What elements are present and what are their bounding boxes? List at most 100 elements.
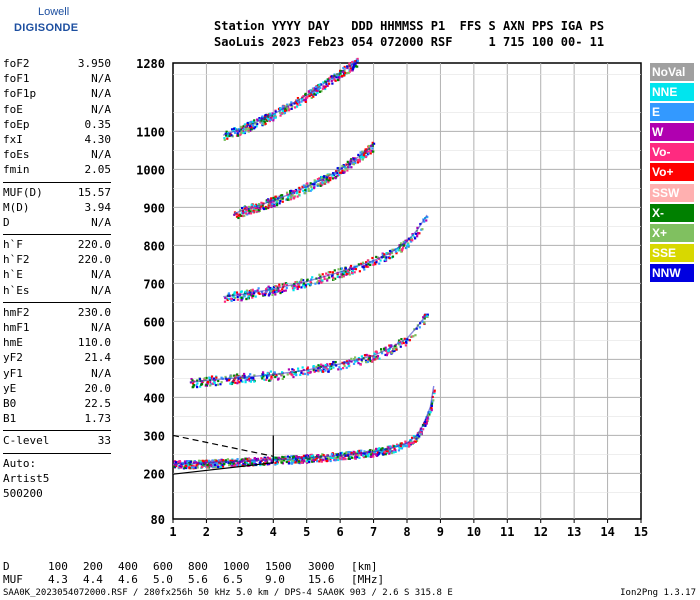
echo-point	[309, 89, 312, 92]
echo-point	[229, 297, 232, 300]
echo-point	[302, 95, 305, 98]
param-row-md: M(D) 3.94	[3, 200, 111, 215]
echo-point	[260, 375, 263, 378]
echo-point	[384, 353, 387, 357]
echo-point	[389, 351, 392, 354]
echo-point	[400, 442, 403, 445]
echo-point	[250, 289, 253, 292]
echo-point	[309, 189, 312, 192]
echo-point	[224, 134, 228, 137]
echo-point	[345, 366, 348, 369]
x-tick-label: 6	[337, 525, 344, 539]
echo-point	[275, 290, 278, 293]
echo-point	[256, 207, 259, 210]
param-name: D	[3, 215, 10, 229]
echo-point	[269, 118, 272, 121]
echo-point	[293, 286, 296, 290]
echo-point	[278, 459, 281, 462]
echo-point	[326, 179, 329, 182]
echo-point	[338, 75, 341, 79]
echo-point	[294, 285, 297, 288]
echo-point	[389, 445, 392, 448]
echo-point	[247, 463, 250, 466]
echo-point	[329, 176, 332, 179]
echo-point	[391, 350, 394, 353]
echo-point	[304, 192, 307, 195]
echo-point	[196, 382, 199, 385]
echo-point	[246, 121, 249, 125]
echo-point	[237, 461, 240, 465]
echo-point	[336, 78, 340, 82]
echo-point	[210, 383, 213, 386]
echo-point	[331, 177, 335, 180]
echo-point	[328, 176, 331, 180]
echo-point	[281, 197, 284, 200]
echo-point	[415, 437, 418, 440]
echo-point	[304, 285, 308, 288]
echo-point	[404, 444, 407, 448]
echo-point	[256, 289, 259, 292]
echo-point	[337, 268, 340, 271]
echo-point	[317, 282, 320, 285]
y-tick-label: 1280	[136, 57, 165, 71]
echo-point	[252, 290, 255, 293]
echo-point	[350, 166, 353, 169]
echo-point	[251, 123, 255, 127]
echo-point	[266, 199, 269, 202]
echo-point	[329, 458, 332, 461]
echo-point	[321, 273, 324, 276]
echo-point	[328, 173, 331, 176]
echo-point	[386, 450, 389, 453]
echo-point	[199, 385, 202, 388]
echo-point	[298, 193, 301, 196]
echo-point	[285, 191, 289, 194]
echo-point	[248, 124, 252, 128]
echo-point	[411, 436, 414, 439]
echo-point	[263, 293, 267, 296]
echo-point	[293, 196, 296, 199]
echo-point	[372, 263, 375, 266]
echo-point	[241, 296, 244, 299]
echo-point	[178, 460, 182, 463]
echo-point	[295, 455, 298, 458]
param-value: N/A	[91, 215, 111, 229]
echo-point	[425, 420, 428, 423]
echo-point	[356, 59, 360, 62]
echo-point	[433, 392, 436, 395]
echo-point	[414, 334, 417, 337]
echo-point	[273, 371, 276, 374]
param-row-foes: foEs N/A	[3, 147, 111, 162]
echo-point	[418, 326, 421, 329]
echo-point	[278, 202, 281, 205]
echo-point	[219, 465, 222, 469]
echo-trace-core	[223, 214, 428, 298]
echo-point	[388, 452, 391, 455]
echo-point	[333, 78, 336, 81]
echo-point	[426, 418, 429, 421]
echo-point	[334, 452, 337, 456]
echo-point	[200, 463, 203, 466]
echo-point	[304, 187, 308, 190]
echo-point	[291, 287, 295, 290]
echo-point	[372, 358, 375, 361]
echo-point	[385, 354, 388, 357]
d-value: 1500	[265, 560, 292, 573]
echo-point	[310, 93, 313, 96]
echo-point	[314, 93, 317, 96]
echo-point	[248, 379, 251, 382]
echo-point	[400, 337, 403, 341]
d-value: 3000	[308, 560, 335, 573]
param-name: yE	[3, 381, 17, 395]
echo-point	[224, 296, 227, 300]
echo-point	[179, 464, 183, 467]
echo-point	[353, 62, 356, 65]
echo-point	[283, 459, 286, 462]
echo-point	[289, 196, 292, 199]
x-tick-label: 7	[370, 525, 377, 539]
echo-point	[273, 203, 276, 206]
echo-point	[222, 459, 225, 462]
echo-point	[421, 228, 424, 231]
echo-point	[370, 453, 373, 456]
echo-point	[258, 292, 261, 295]
echo-point	[245, 461, 248, 464]
